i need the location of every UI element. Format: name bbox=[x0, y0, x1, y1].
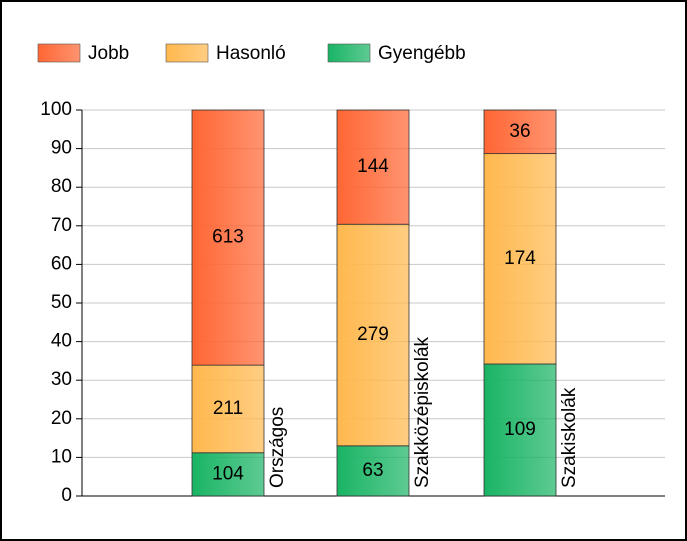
bar-segment bbox=[191, 452, 265, 497]
data-label: 174 bbox=[504, 248, 536, 269]
y-tick-label: 80 bbox=[51, 176, 72, 197]
y-tick-label: 40 bbox=[51, 331, 72, 352]
bar-segment bbox=[336, 445, 410, 497]
legend-swatch bbox=[165, 43, 209, 63]
x-tick-label: Országos bbox=[267, 407, 288, 488]
legend-label: Jobb bbox=[88, 43, 129, 64]
data-label: 104 bbox=[212, 463, 244, 484]
data-label: 144 bbox=[357, 156, 389, 177]
data-label: 109 bbox=[504, 419, 536, 440]
legend-swatch bbox=[37, 43, 81, 63]
legend-swatch bbox=[327, 43, 371, 63]
data-label: 63 bbox=[362, 460, 383, 481]
data-label: 211 bbox=[213, 398, 243, 419]
bar-segment bbox=[191, 109, 265, 366]
bar-segment bbox=[336, 223, 410, 447]
y-tick-label: 0 bbox=[61, 485, 72, 506]
data-label: 613 bbox=[212, 227, 244, 248]
data-label: 36 bbox=[509, 121, 530, 142]
data-label: 279 bbox=[357, 324, 389, 345]
bar-segment bbox=[336, 109, 410, 225]
x-tick-label: Szakközépiskolák bbox=[412, 336, 433, 488]
y-tick-label: 20 bbox=[51, 408, 72, 429]
bar-segment bbox=[483, 153, 557, 365]
y-tick-label: 10 bbox=[51, 446, 72, 467]
legend-label: Gyengébb bbox=[378, 43, 466, 64]
bar-segment bbox=[483, 109, 557, 155]
legend-label: Hasonló bbox=[216, 43, 286, 64]
y-tick-label: 50 bbox=[51, 292, 72, 313]
y-tick-label: 90 bbox=[51, 138, 72, 159]
y-tick-label: 100 bbox=[40, 99, 72, 120]
y-tick-label: 70 bbox=[51, 215, 72, 236]
bar-segment bbox=[483, 363, 557, 497]
x-tick-label: Szakiskolák bbox=[559, 387, 580, 488]
y-tick-label: 30 bbox=[51, 369, 72, 390]
y-tick-label: 60 bbox=[51, 253, 72, 274]
